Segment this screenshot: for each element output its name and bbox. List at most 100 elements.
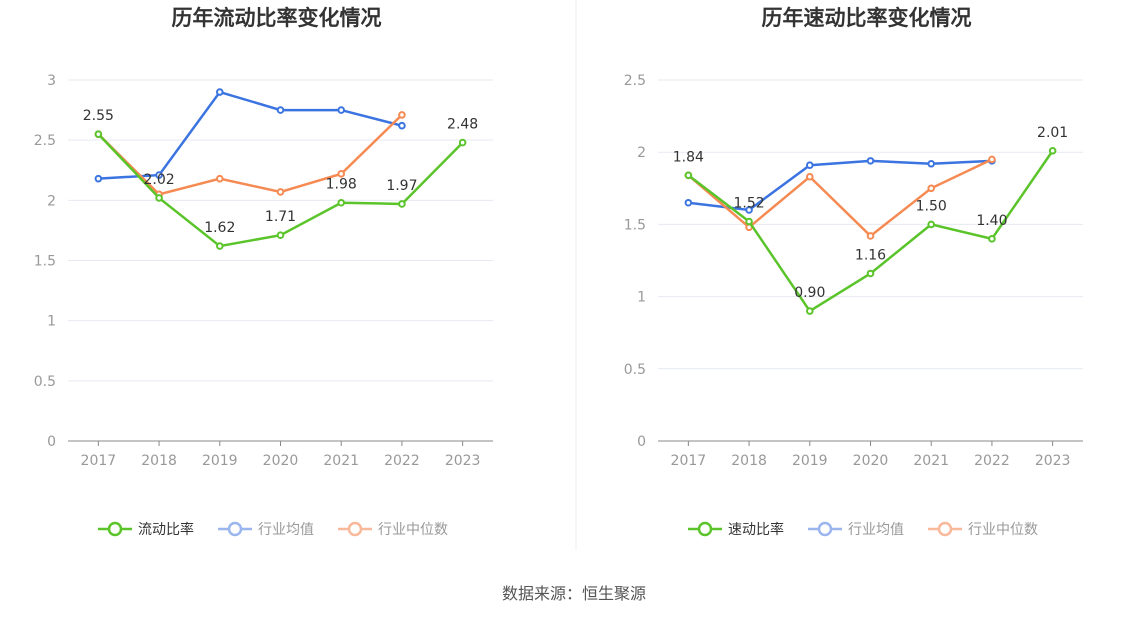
x-tick-label: 2023 — [1035, 453, 1071, 469]
data-label: 1.62 — [204, 220, 235, 236]
legend-item[interactable]: 流动比率 — [98, 521, 194, 538]
data-point — [866, 232, 875, 240]
data-label: 0.90 — [794, 285, 825, 301]
x-tick-label: 2017 — [671, 453, 707, 469]
y-tick-label: 2.5 — [624, 73, 646, 89]
chart-title: 历年速动比率变化情况 — [762, 6, 972, 30]
legend-item[interactable]: 行业中位数 — [928, 521, 1038, 538]
y-tick-label: 0 — [47, 434, 56, 450]
y-tick-label: 1.5 — [34, 254, 56, 270]
y-tick-label: 2 — [47, 193, 56, 209]
data-label: 1.50 — [916, 198, 947, 214]
data-point — [155, 171, 163, 179]
legend-marker-icon — [697, 521, 713, 537]
data-point — [458, 138, 467, 147]
data-point — [745, 206, 753, 214]
data-point — [684, 198, 693, 207]
legend-marker-icon — [817, 521, 833, 537]
data-point — [684, 171, 693, 180]
data-label: 2.55 — [83, 108, 114, 124]
data-point — [276, 188, 285, 196]
x-tick-label: 2018 — [731, 453, 767, 469]
data-point — [927, 159, 936, 168]
legend-marker-icon — [107, 521, 123, 537]
data-point — [805, 307, 814, 315]
data-point — [398, 200, 406, 208]
data-point — [398, 121, 406, 130]
chart-0: 历年流动比率变化情况 0 0.5 1 1.5 2 2.5 3 2017 2018 2019 2020 2… — [34, 6, 493, 538]
data-point — [805, 161, 814, 169]
data-label: 1.16 — [855, 247, 886, 263]
x-tick-label: 2022 — [384, 453, 420, 469]
data-point — [94, 174, 103, 183]
chart-title: 历年流动比率变化情况 — [172, 6, 382, 30]
legend-label: 行业中位数 — [378, 522, 448, 538]
series-line — [687, 158, 993, 238]
y-tick-label: 0.5 — [624, 362, 646, 378]
series-line — [687, 150, 1054, 313]
data-label: 1.40 — [976, 213, 1007, 229]
source-note: 数据来源：恒生聚源 — [501, 584, 646, 603]
x-tick-label: 2020 — [263, 453, 299, 469]
x-tick-label: 2022 — [974, 453, 1010, 469]
x-tick-label: 2019 — [202, 453, 238, 469]
series-line — [688, 159, 992, 212]
y-tick-label: 1.5 — [624, 217, 646, 233]
y-tick-label: 1 — [637, 290, 646, 306]
data-point — [745, 217, 753, 226]
legend-marker-icon — [937, 521, 953, 537]
y-tick-label: 0.5 — [34, 374, 56, 390]
legend-marker-icon — [227, 521, 243, 537]
data-point — [215, 88, 224, 96]
legend-label: 行业中位数 — [968, 522, 1038, 538]
data-point — [805, 172, 814, 181]
legend-marker-icon — [347, 521, 363, 537]
legend-item[interactable]: 速动比率 — [688, 521, 784, 538]
y-tick-label: 3 — [47, 73, 56, 89]
data-point — [1048, 146, 1057, 155]
data-point — [337, 106, 346, 114]
x-tick-label: 2021 — [913, 453, 949, 469]
data-point — [276, 231, 285, 240]
legend-label: 流动比率 — [138, 521, 194, 538]
y-tick-label: 2 — [637, 145, 646, 161]
legend-label: 行业均值 — [258, 522, 314, 538]
data-point — [337, 170, 346, 178]
data-label: 1.71 — [265, 209, 296, 225]
x-tick-label: 2018 — [141, 453, 177, 469]
data-point — [398, 111, 406, 119]
data-point — [215, 174, 224, 183]
data-label: 1.52 — [733, 196, 764, 212]
data-point — [215, 242, 224, 250]
data-label: 1.98 — [326, 177, 357, 193]
y-tick-label: 1 — [47, 314, 56, 330]
data-point — [927, 184, 936, 193]
series-line — [97, 113, 403, 196]
data-point — [988, 235, 996, 243]
legend-item[interactable]: 行业均值 — [218, 521, 314, 538]
data-point — [155, 194, 163, 202]
data-point — [988, 155, 996, 164]
data-label: 2.01 — [1037, 125, 1068, 141]
legend-item[interactable]: 行业均值 — [808, 521, 904, 538]
x-tick-label: 2020 — [853, 453, 889, 469]
x-tick-label: 2023 — [445, 453, 481, 469]
x-tick-label: 2019 — [792, 453, 828, 469]
x-tick-label: 2017 — [81, 453, 117, 469]
legend-label: 速动比率 — [728, 521, 784, 538]
data-point — [866, 157, 875, 165]
y-tick-label: 2.5 — [34, 133, 56, 149]
data-label: 1.97 — [386, 178, 417, 194]
x-tick-label: 2021 — [323, 453, 359, 469]
y-tick-label: 0 — [637, 434, 646, 450]
data-point — [866, 269, 875, 278]
series-line — [98, 90, 403, 180]
data-point — [94, 130, 103, 138]
data-label: 2.02 — [143, 172, 174, 188]
data-point — [337, 198, 346, 207]
data-point — [276, 106, 285, 114]
data-label: 1.84 — [673, 149, 704, 165]
legend-item[interactable]: 行业中位数 — [338, 521, 448, 538]
